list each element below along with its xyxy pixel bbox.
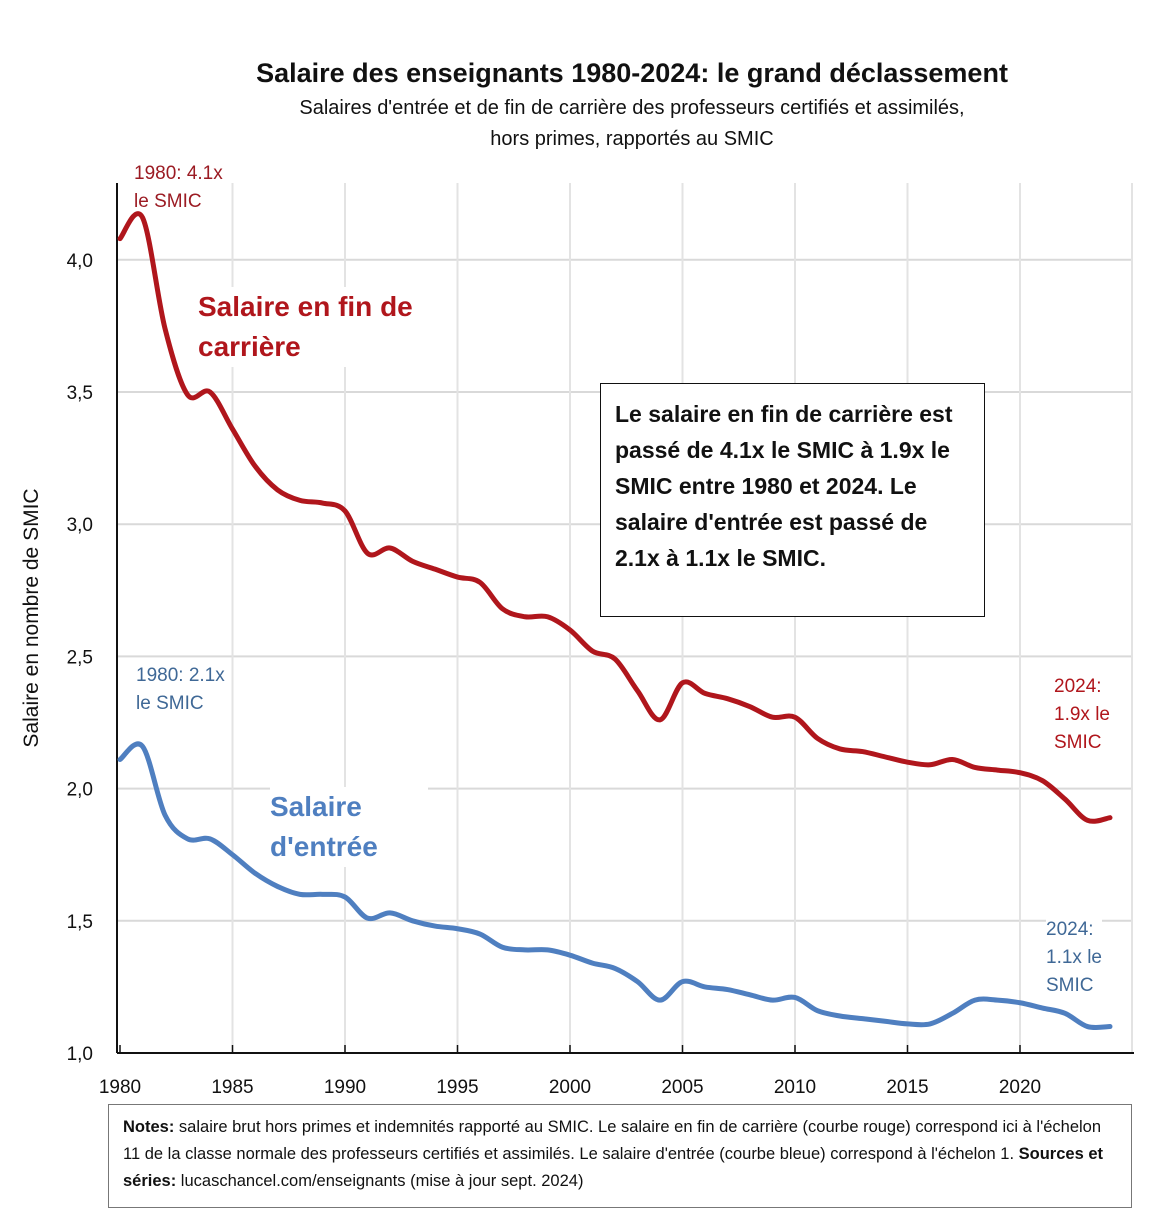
annotation-line: 2024: [1054, 676, 1102, 697]
chart-subtitle-1: Salaires d'entrée et de fin de carrière … [299, 97, 965, 119]
series-line-fin-de-carriere [117, 211, 1113, 824]
x-tick-label: 2005 [661, 1077, 703, 1098]
label-line: Salaire [270, 791, 362, 822]
blue-start-annotation: 1980: 2.1x le SMIC [136, 662, 225, 718]
annotation-line: le SMIC [134, 191, 202, 212]
notes-label: Notes: [123, 1118, 175, 1136]
summary-textbox: Le salaire en fin de carrière est passé … [600, 383, 985, 617]
y-tick-label: 2,5 [67, 647, 93, 668]
annotation-line: 1.1x le [1046, 947, 1102, 968]
x-tick-label: 2020 [999, 1077, 1041, 1098]
blue-end-annotation: 2024: 1.1x le SMIC [1046, 916, 1102, 1000]
red-series-label: Salaire en fin de carrière [198, 287, 413, 367]
x-tick-label: 2000 [549, 1077, 591, 1098]
x-tick-label: 2010 [774, 1077, 816, 1098]
y-tick-label: 3,0 [67, 515, 93, 536]
annotation-line: 1980: 2.1x [136, 665, 225, 686]
red-start-annotation: 1980: 4.1x le SMIC [134, 160, 223, 216]
notes-box: Notes: salaire brut hors primes et indem… [108, 1104, 1132, 1208]
annotation-line: 2024: [1046, 919, 1094, 940]
annotation-line: le SMIC [136, 693, 204, 714]
x-tick-label: 1990 [324, 1077, 366, 1098]
x-tick-label: 1995 [436, 1077, 478, 1098]
sources-label: Sources et séries: [123, 1145, 1104, 1190]
label-line: Salaire en fin de [198, 291, 413, 322]
x-tick-label: 2015 [886, 1077, 928, 1098]
annotation-line: SMIC [1046, 975, 1094, 996]
y-tick-label: 3,5 [67, 383, 93, 404]
y-tick-label: 2,0 [67, 780, 93, 801]
annotation-line: 1980: 4.1x [134, 163, 223, 184]
y-tick-label: 4,0 [67, 251, 93, 272]
chart-subtitle-2: hors primes, rapportés au SMIC [490, 128, 774, 150]
red-end-annotation: 2024: 1.9x le SMIC [1054, 673, 1110, 757]
blue-series-label: Salaire d'entrée [270, 787, 428, 867]
y-tick-label: 1,5 [67, 912, 93, 933]
x-tick-label: 1980 [99, 1077, 141, 1098]
y-axis-label: Salaire en nombre de SMIC [20, 488, 43, 747]
notes-text: salaire brut hors primes et indemnités r… [123, 1118, 1102, 1163]
sources-text: lucaschancel.com/enseignants (mise à jou… [176, 1172, 584, 1190]
y-tick-label: 1,0 [67, 1044, 93, 1065]
annotation-line: SMIC [1054, 732, 1102, 753]
chart-title: Salaire des enseignants 1980-2024: le gr… [256, 58, 1008, 88]
label-line: d'entrée [270, 831, 378, 862]
series-line-entree [117, 741, 1113, 1031]
label-line: carrière [198, 331, 301, 362]
annotation-line: 1.9x le [1054, 704, 1110, 725]
x-tick-label: 1985 [211, 1077, 253, 1098]
